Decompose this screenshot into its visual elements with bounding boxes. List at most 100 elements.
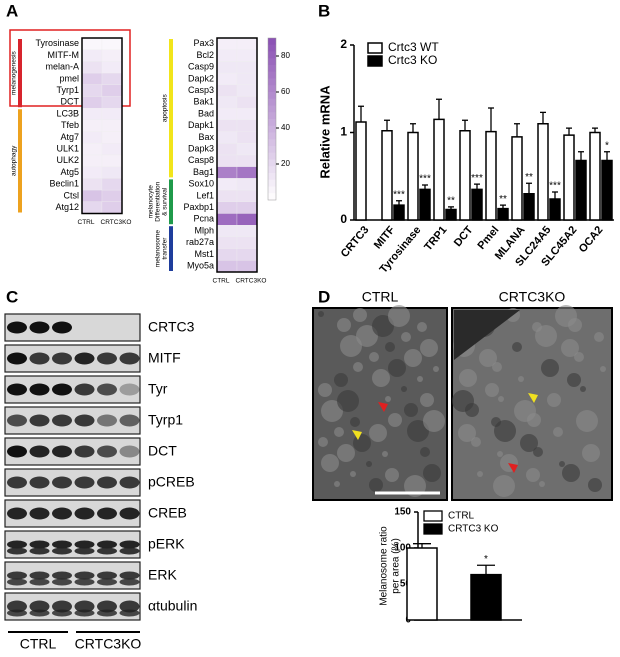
x-tick-label: DCT [452,224,476,249]
bar [407,131,419,221]
blot-label: αtubulin [148,598,197,614]
blot-band [119,445,140,458]
y-tick-label: 100 [394,543,411,554]
column-label: CRTC3KO [101,219,132,226]
row-label: Bak1 [193,97,214,107]
heat-cell [236,84,258,97]
texture [401,386,407,392]
y-axis-title: per area (%) [391,538,402,594]
colorbar-step [268,179,276,187]
heat-cell [101,201,123,214]
texture [532,322,542,332]
row-label: ULK2 [56,155,79,165]
blot-band [7,540,27,549]
colorbar-step [268,92,276,100]
legend-label: CTRL [448,511,475,522]
row-label: ULK1 [56,144,79,154]
heat-cell [216,260,238,273]
heat-cell [216,37,238,50]
row-label: Lef1 [196,190,214,200]
texture [576,410,598,432]
texture [541,359,559,377]
blot-strip [4,344,141,373]
panel-label: D [318,287,330,306]
legend-swatch [423,510,443,522]
row-label: DCT [61,97,80,107]
heat-cell [216,236,238,249]
texture [562,464,580,482]
blot-strip [4,437,141,466]
blot-band [97,540,117,549]
group-label: autophagy [11,145,18,176]
blot-band [7,414,27,427]
blot-band [74,414,95,427]
colorbar-step [268,146,276,154]
heat-cell [236,201,258,214]
bar [589,131,601,221]
arrowhead [352,430,362,440]
row-label: Pcna [193,214,214,224]
bar [459,130,471,221]
row-label: Mlph [194,225,214,235]
colorbar-step [268,98,276,106]
blot-band [97,547,117,555]
heat-cell [236,119,258,132]
texture [594,332,604,342]
blot-band [52,571,72,580]
blot-band [97,578,117,586]
colorbar-step [268,44,276,52]
column-label: CTRL [78,219,95,226]
bar [575,159,587,221]
texture [350,471,356,477]
row-label: Dapk2 [188,73,214,83]
significance: ** [525,172,533,183]
texture [334,481,340,487]
group-label: & survival [162,187,169,216]
texture [417,322,427,332]
texture [423,410,445,432]
blot-band [119,609,140,617]
heat-cell [101,61,123,74]
blot-band [119,414,140,427]
arrowhead [508,463,518,473]
blot-band [52,414,72,427]
heat-cell [216,154,238,167]
texture [492,362,502,372]
colorbar-step [268,38,276,46]
blot-band [74,600,95,613]
texture [458,424,476,442]
group-label: CTRL [20,636,57,652]
texture [493,475,515,497]
texture [533,447,543,457]
heat-cell [236,236,258,249]
row-label: Casp8 [188,155,214,165]
heat-cell [81,84,103,97]
blot-strip [4,313,141,342]
texture [404,349,422,367]
heat-cell [216,248,238,261]
row-label: pmel [59,73,79,83]
texture [477,471,483,477]
colorbar-step [268,78,276,86]
heat-cell [236,154,258,167]
column-label: CTRL [213,278,230,285]
blot-band [119,507,140,520]
y-tick-label: 0 [340,212,347,226]
texture [479,349,497,367]
blot-band [97,414,117,427]
blot-band [97,476,117,489]
heat-cell [81,178,103,191]
heat-cell [101,154,123,167]
bar [393,204,405,221]
bar [445,208,457,221]
x-tick-label: TRP1 [422,224,449,253]
texture [369,352,379,362]
colorbar-label: 20 [281,159,290,168]
texture [334,373,348,387]
blot-band [74,571,95,580]
blot-band [7,600,27,613]
blot-band [7,547,27,555]
bar [523,193,535,221]
blot-band [29,476,50,489]
texture [588,478,602,492]
